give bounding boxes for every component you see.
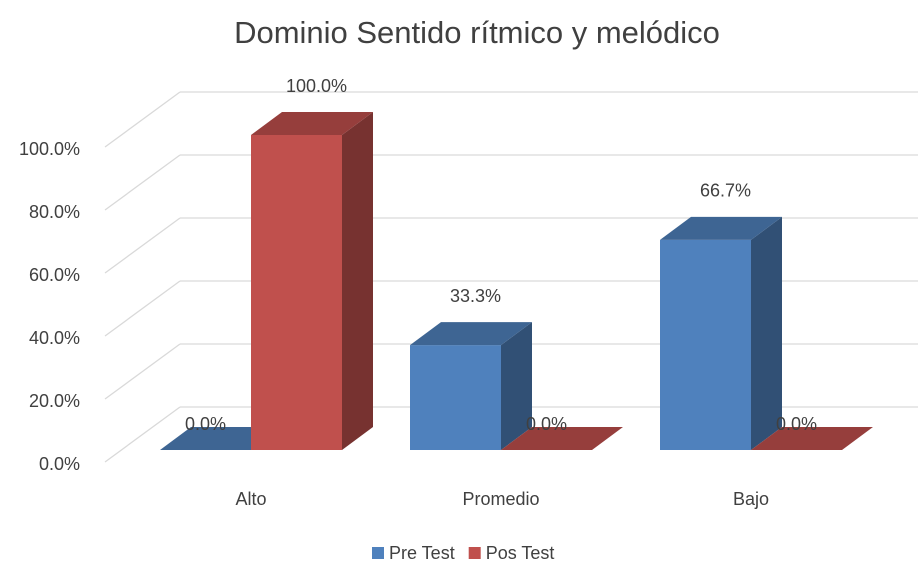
bar-side — [751, 216, 782, 450]
bar — [410, 345, 501, 450]
legend-label: Pos Test — [486, 543, 555, 563]
bar-side — [501, 322, 532, 450]
chart-title: Dominio Sentido rítmico y melódico — [234, 15, 720, 50]
x-tick-label: Promedio — [462, 489, 539, 509]
data-label: 100.0% — [286, 76, 347, 96]
grid-line — [104, 217, 181, 274]
grid-line — [104, 406, 181, 463]
bar-side — [342, 112, 373, 450]
bar-top — [251, 112, 373, 135]
y-tick-label: 60.0% — [29, 265, 80, 285]
legend-label: Pre Test — [389, 543, 455, 563]
bar-top — [751, 427, 873, 450]
data-label: 0.0% — [185, 414, 226, 434]
grid-line — [104, 280, 181, 337]
legend-swatch — [468, 547, 481, 559]
y-tick-label: 100.0% — [19, 139, 80, 159]
bar — [251, 135, 342, 450]
x-tick-label: Alto — [235, 489, 266, 509]
data-label: 33.3% — [450, 286, 501, 306]
x-tick-label: Bajo — [733, 489, 769, 509]
legend-swatch — [372, 547, 384, 559]
grid-line — [104, 91, 181, 148]
data-label: 0.0% — [776, 414, 817, 434]
bar-top — [660, 216, 782, 240]
data-label: 0.0% — [526, 414, 567, 434]
y-tick-label: 0.0% — [39, 454, 80, 474]
y-tick-label: 80.0% — [29, 202, 80, 222]
grid-line — [104, 343, 181, 400]
data-label: 66.7% — [700, 181, 751, 201]
y-tick-label: 40.0% — [29, 328, 80, 348]
bar-top — [410, 322, 532, 346]
bar-top — [501, 427, 623, 450]
grid-line — [104, 154, 181, 211]
bar — [660, 239, 751, 450]
y-tick-label: 20.0% — [29, 391, 80, 411]
